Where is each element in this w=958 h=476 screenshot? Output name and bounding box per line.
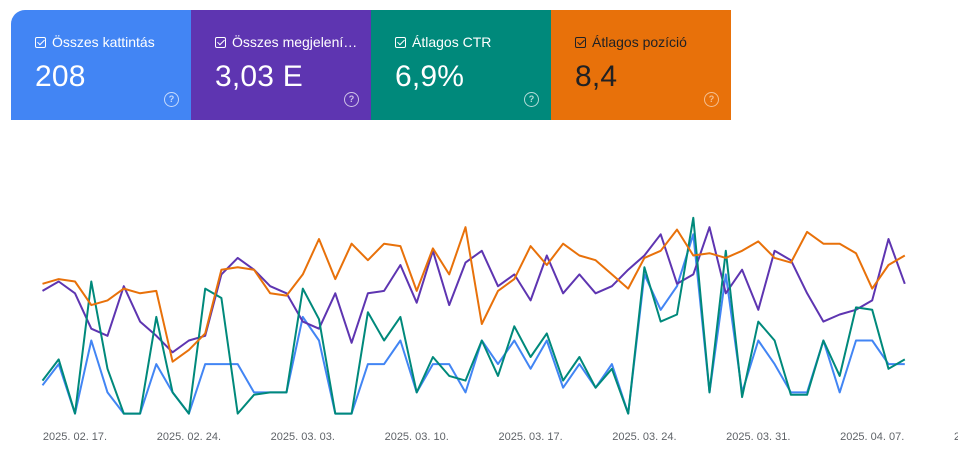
x-tick-label: 2025. 02. 24. bbox=[157, 431, 221, 443]
x-tick-label: 2025. 04. 07. bbox=[840, 431, 904, 443]
checkbox-checked-icon[interactable] bbox=[395, 36, 406, 48]
x-tick-label: 2025. 04. 14. bbox=[954, 431, 958, 443]
metric-label: Összes megjelenítés bbox=[232, 34, 360, 50]
metric-value: 3,03 E bbox=[215, 60, 303, 93]
metric-value: 6,9% bbox=[395, 60, 465, 93]
x-tick-label: 2025. 03. 10. bbox=[385, 431, 449, 443]
checkbox-checked-icon[interactable] bbox=[215, 36, 226, 48]
metric-value: 8,4 bbox=[575, 60, 618, 93]
help-icon[interactable]: ? bbox=[344, 92, 359, 107]
metric-card-impressions[interactable]: Összes megjelenítés 3,03 E ? bbox=[191, 10, 371, 120]
help-icon[interactable]: ? bbox=[524, 92, 539, 107]
series-line-impressions bbox=[41, 226, 906, 354]
performance-line-chart[interactable]: 2025. 02. 17. 2025. 02. 24. 2025. 03. 03. 2… bbox=[0, 120, 958, 476]
checkbox-checked-icon[interactable] bbox=[575, 36, 586, 48]
metric-cards: Összes kattintás 208 ? Összes megjelenít… bbox=[11, 10, 731, 120]
metric-label: Átlagos CTR bbox=[412, 34, 492, 50]
x-tick-label: 2025. 03. 17. bbox=[498, 431, 562, 443]
series-line-position bbox=[42, 226, 906, 363]
metric-card-ctr[interactable]: Átlagos CTR 6,9% ? bbox=[371, 10, 551, 120]
metric-label: Átlagos pozíció bbox=[592, 34, 687, 50]
metric-value: 208 bbox=[35, 60, 86, 93]
chart-series-layer bbox=[41, 216, 906, 415]
metric-label: Összes kattintás bbox=[52, 34, 155, 50]
x-tick-label: 2025. 03. 03. bbox=[271, 431, 335, 443]
metric-card-clicks[interactable]: Összes kattintás 208 ? bbox=[11, 10, 191, 120]
metric-card-position[interactable]: Átlagos pozíció 8,4 ? bbox=[551, 10, 731, 120]
x-tick-label: 2025. 02. 17. bbox=[43, 431, 107, 443]
chart-x-axis: 2025. 02. 17. 2025. 02. 24. 2025. 03. 03. 2… bbox=[43, 431, 958, 443]
x-tick-label: 2025. 03. 24. bbox=[612, 431, 676, 443]
checkbox-checked-icon[interactable] bbox=[35, 36, 46, 48]
help-icon[interactable]: ? bbox=[704, 92, 719, 107]
help-icon[interactable]: ? bbox=[164, 92, 179, 107]
x-tick-label: 2025. 03. 31. bbox=[726, 431, 790, 443]
series-line-ctr bbox=[41, 216, 906, 415]
